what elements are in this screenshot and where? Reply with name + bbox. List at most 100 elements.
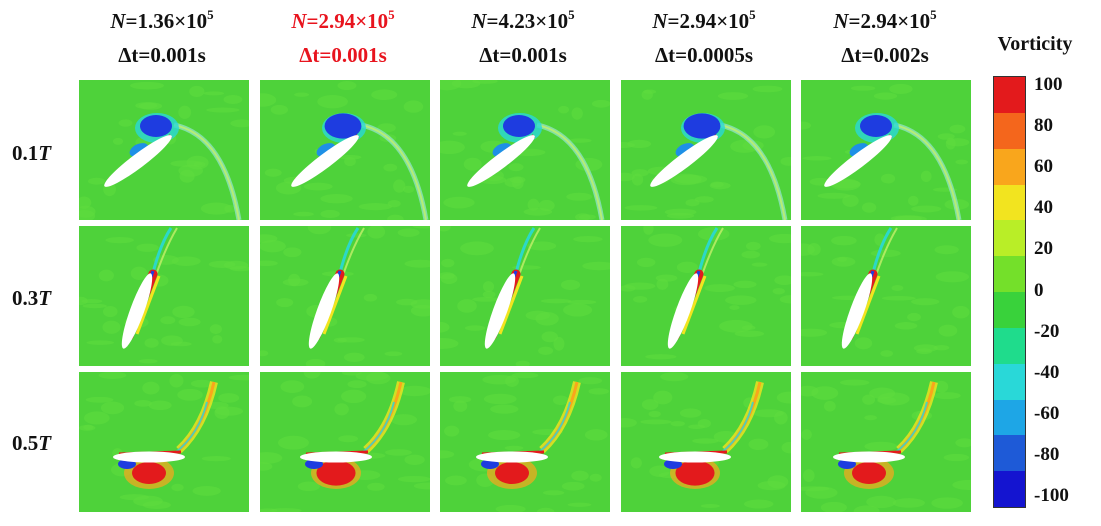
noise-patch (102, 320, 121, 334)
noise-patch (817, 192, 851, 199)
noise-patch (337, 81, 357, 91)
noise-patch (144, 338, 159, 348)
noise-patch (568, 138, 592, 143)
noise-patch (649, 465, 670, 477)
noise-patch (214, 406, 244, 416)
noise-patch (880, 350, 894, 357)
airfoil (650, 135, 718, 187)
wake-streak (895, 401, 928, 453)
noise-patch (212, 334, 223, 344)
noise-patch (700, 503, 720, 509)
noise-patch (567, 502, 592, 507)
vorticity-panel (621, 372, 791, 512)
airfoil (104, 135, 172, 187)
noise-patch (83, 411, 110, 425)
noise-patch (177, 388, 203, 401)
noise-patch (891, 285, 904, 291)
noise-patch (645, 354, 677, 360)
noise-patch (160, 316, 176, 325)
noise-patch (811, 386, 839, 400)
noise-patch (201, 456, 231, 462)
noise-patch (292, 395, 313, 408)
noise-patch (440, 338, 459, 349)
noise-patch (850, 85, 876, 91)
vorticity-panel (621, 226, 791, 366)
vortex-structure (467, 113, 605, 220)
noise-patch (660, 372, 689, 382)
noise-patch (889, 83, 913, 95)
noise-patch (911, 298, 940, 306)
noise-patch (178, 317, 201, 327)
noise-patch (861, 202, 877, 213)
noise-patch (130, 266, 148, 281)
noise-patch (341, 389, 367, 404)
noise-patch (552, 395, 569, 406)
noise-patch (457, 299, 477, 313)
noise-patch (578, 377, 603, 385)
colorbar-tick-label: -100 (1034, 485, 1069, 506)
vorticity-panel (801, 226, 971, 366)
vorticity-field (79, 81, 249, 220)
vortex-structure (667, 227, 724, 349)
noise-patch (801, 271, 824, 277)
noise-patch (934, 380, 949, 393)
column-header: N=2.94×105 Δt=0.0005s (652, 7, 756, 67)
vorticity-panel (801, 80, 971, 220)
vorticity-field (621, 226, 791, 360)
noise-patch (277, 435, 309, 450)
noise-patch (751, 262, 768, 267)
noise-patch (440, 272, 455, 280)
noise-patch (768, 233, 791, 244)
noise-patch (102, 305, 118, 318)
noise-patch (525, 310, 551, 321)
noise-patch (508, 163, 524, 172)
vorticity-panel (79, 80, 249, 220)
airfoil (824, 135, 892, 187)
colorbar-swatch (994, 112, 1025, 150)
noise-patch (805, 486, 838, 499)
noise-patch (894, 322, 918, 330)
noise-patch (733, 280, 757, 289)
noise-patch (831, 256, 856, 267)
noise-patch (98, 372, 127, 379)
wake-streak (719, 122, 788, 220)
vorticity-field (440, 226, 610, 366)
noise-patch (624, 205, 658, 211)
wake-streak (360, 124, 427, 220)
noise-patch (387, 214, 404, 220)
noise-patch (831, 235, 857, 246)
noise-patch (955, 438, 971, 448)
vortex-structure (113, 381, 218, 489)
colorbar-tick-label: 40 (1034, 197, 1053, 219)
noise-patch (172, 305, 195, 319)
vorticity-panel (440, 226, 610, 366)
vorticity-field (440, 80, 610, 220)
noise-patch (100, 401, 125, 415)
noise-patch (448, 396, 472, 403)
airfoil (113, 451, 185, 463)
noise-patch (260, 452, 283, 464)
vortex-structure (104, 113, 242, 220)
noise-patch (229, 266, 249, 272)
leading-edge-vortex (860, 115, 892, 137)
noise-patch (938, 324, 958, 337)
noise-patch (621, 284, 636, 292)
noise-patch (776, 391, 791, 404)
vortex-structure (121, 227, 178, 349)
noise-patch (490, 404, 519, 414)
noise-patch (745, 241, 761, 251)
noise-patch (955, 159, 969, 165)
colorbar-tick-label: -40 (1034, 361, 1060, 383)
noise-patch (171, 483, 184, 492)
airfoil (667, 273, 699, 349)
colorbar-swatch (994, 363, 1025, 400)
noise-patch (260, 260, 278, 267)
noise-patch (98, 269, 114, 282)
noise-patch (282, 278, 309, 287)
noise-patch (862, 394, 876, 405)
noise-patch (741, 250, 761, 259)
colorbar-swatch (994, 435, 1025, 472)
noise-patch (171, 256, 201, 266)
vorticity-panel (79, 372, 249, 512)
noise-patch (118, 119, 133, 127)
